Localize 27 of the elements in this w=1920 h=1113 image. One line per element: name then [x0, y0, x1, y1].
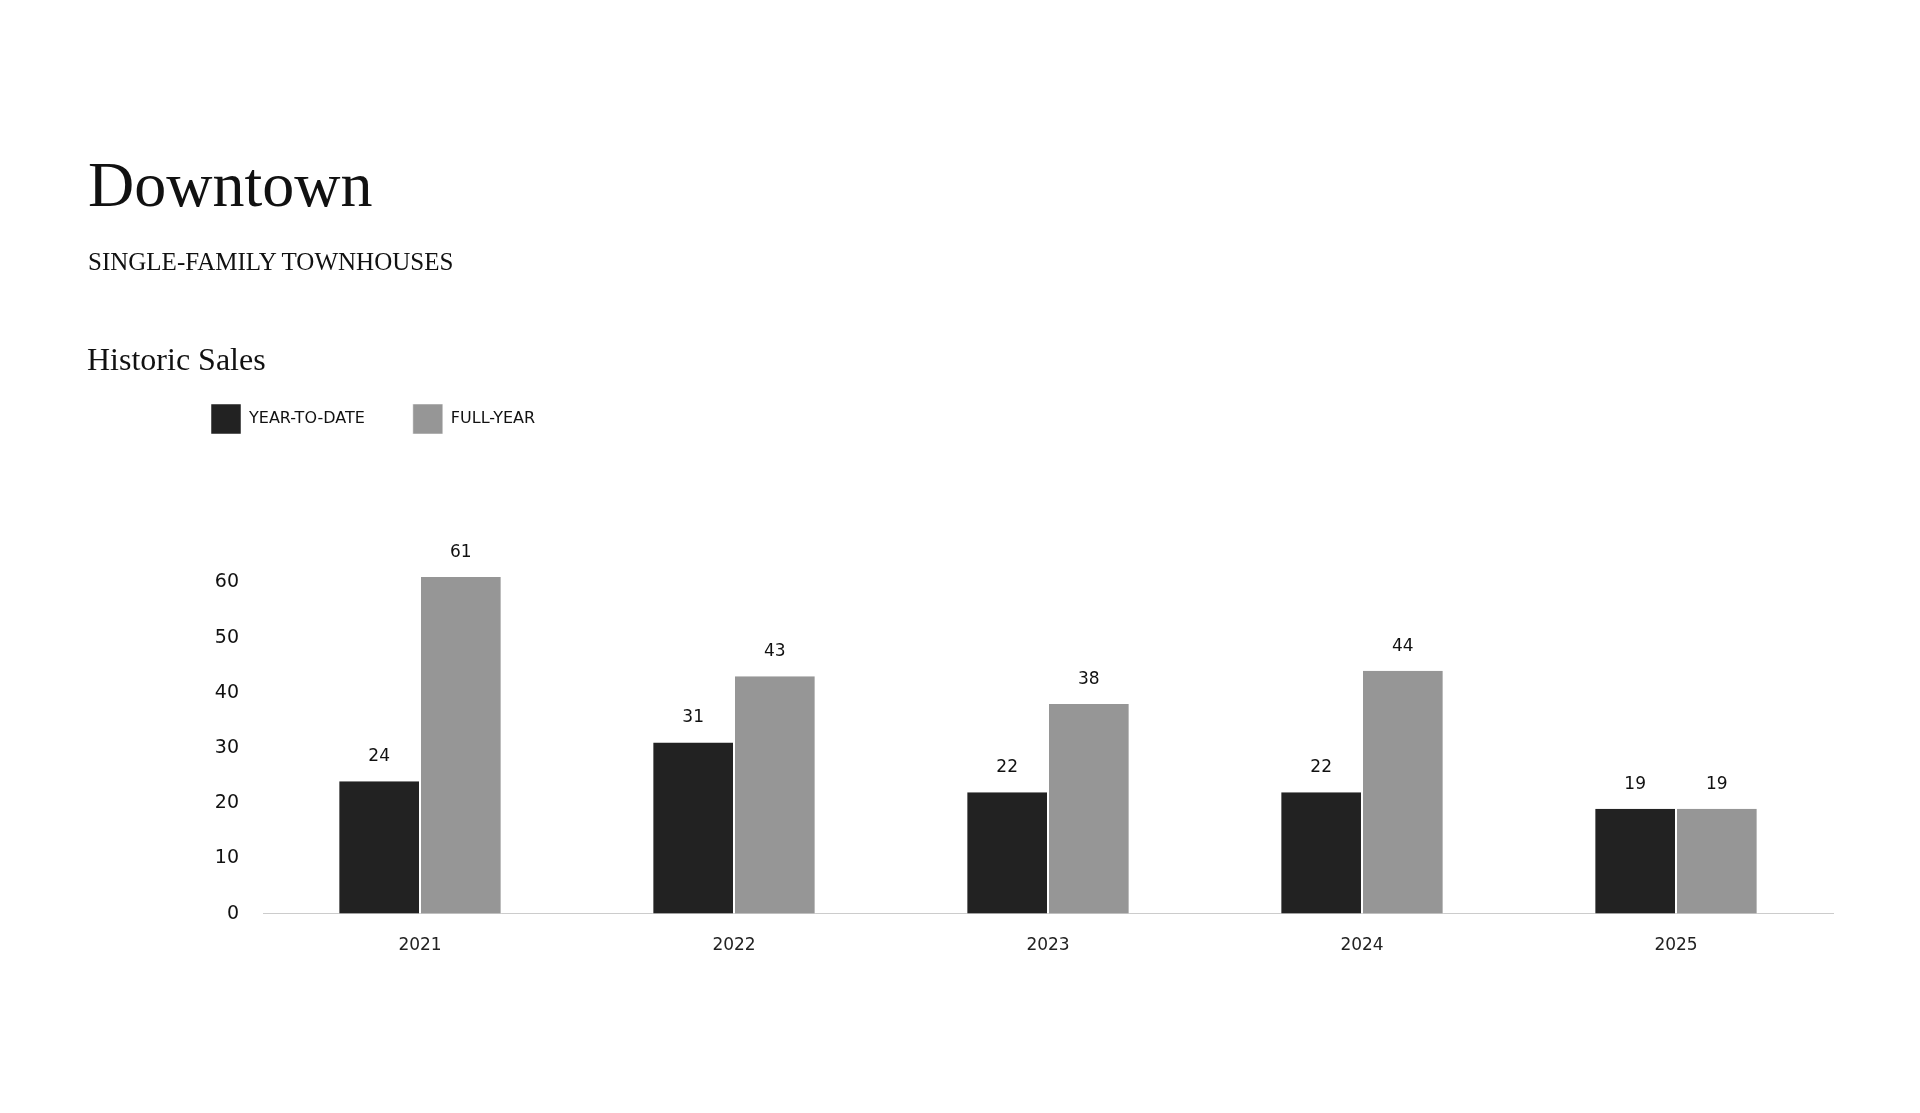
data-label: 22	[996, 756, 1018, 777]
text: Historic Sales	[87, 341, 266, 378]
data-label: 38	[1078, 667, 1100, 688]
y-tick-label: 60	[214, 569, 239, 592]
legend-label: FULL-YEAR	[450, 408, 536, 428]
y-tick-label: 0	[226, 900, 239, 923]
x-tick-label: 2025	[1654, 934, 1698, 955]
x-tick-label: 2023	[1026, 934, 1070, 955]
data-label: 43	[764, 640, 786, 661]
y-tick-label: 20	[214, 790, 239, 813]
y-tick-label: 30	[214, 735, 239, 757]
x-tick-label: 2022	[712, 934, 756, 955]
y-tick-label: 50	[214, 624, 239, 647]
chart-subtitle: SINGLE-FAMILY TOWNHOUSES	[88, 248, 454, 276]
data-label: 19	[1706, 772, 1728, 793]
x-tick-label: 2021	[398, 934, 442, 955]
legend-label: YEAR-TO-DATE	[248, 408, 365, 428]
y-tick-label: 40	[214, 679, 239, 702]
y-tick-label: 10	[214, 845, 239, 868]
data-label: 24	[368, 745, 390, 766]
data-label: 61	[450, 540, 472, 561]
data-label: 31	[682, 706, 704, 727]
data-label: 44	[1392, 634, 1414, 655]
data-label: 19	[1624, 772, 1646, 793]
chart-title: Downtown	[88, 148, 373, 222]
x-tick-label: 2024	[1340, 934, 1384, 955]
data-label: 22	[1310, 756, 1332, 777]
